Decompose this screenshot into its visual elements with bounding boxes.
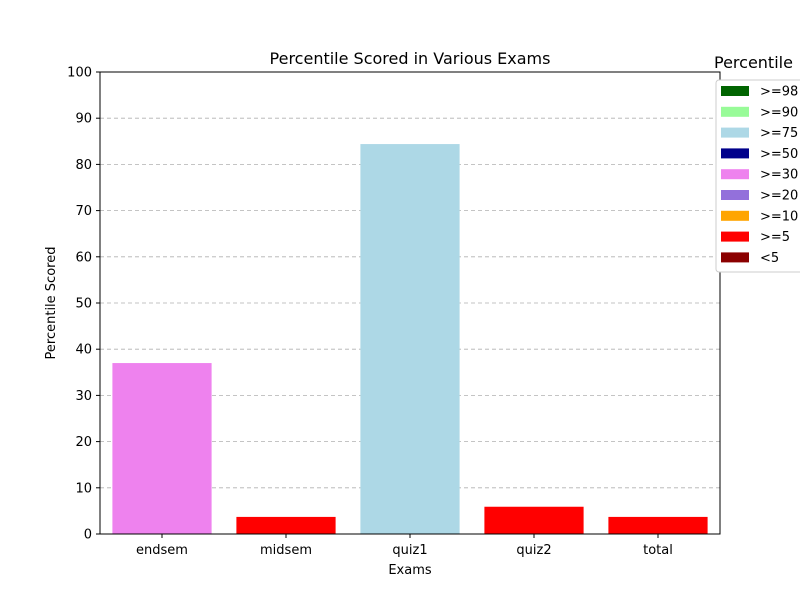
legend-swatch — [721, 231, 749, 242]
legend-title: Percentile — [714, 53, 793, 72]
x-tick-label: midsem — [260, 543, 312, 558]
legend-swatch — [721, 190, 749, 200]
y-tick-label: 60 — [75, 250, 92, 265]
legend-label: >=20 — [760, 189, 798, 204]
y-tick-label: 30 — [75, 389, 92, 404]
y-axis-title: Percentile Scored — [44, 247, 59, 360]
legend-label: >=98 — [760, 85, 798, 100]
x-axis-title: Exams — [388, 563, 432, 578]
legend-label: >=10 — [760, 209, 798, 224]
legend-label: >=90 — [760, 105, 798, 120]
legend-label: <5 — [760, 251, 779, 266]
legend-items: >=98 >=90 >=75 >=50 >=30 >=20 >=10 >=5 <5 — [721, 85, 798, 266]
bar-midsem — [236, 516, 336, 534]
y-tick-label: 40 — [75, 343, 92, 358]
legend-label: >=30 — [760, 168, 798, 183]
bar-endsem — [112, 363, 212, 534]
bar-quiz1 — [360, 144, 460, 534]
bar-total — [608, 516, 708, 534]
y-tick-label: 20 — [75, 435, 92, 450]
bar-quiz2 — [484, 506, 584, 534]
y-tick-label: 10 — [75, 481, 92, 496]
plot-frame — [99, 71, 721, 535]
chart-title: Percentile Scored in Various Exams — [270, 49, 551, 68]
legend-swatch — [721, 86, 749, 96]
y-tick-label: 80 — [75, 158, 92, 173]
legend-swatch — [721, 148, 749, 159]
x-tick-label: endsem — [136, 543, 188, 558]
legend-swatch — [721, 106, 749, 117]
y-tick-label: 90 — [75, 112, 92, 127]
y-tick-label: 50 — [75, 297, 92, 312]
bars — [112, 144, 708, 534]
y-tick-label: 100 — [67, 66, 92, 81]
legend-swatch — [721, 127, 749, 138]
x-tick-label: quiz1 — [392, 543, 427, 558]
y-tick-label: 0 — [84, 528, 92, 543]
tick-labels: endsem midsem quiz1 quiz2 total 0 10 20 30 40 50 60… — [67, 66, 673, 559]
axes — [96, 71, 721, 538]
legend-label: >=5 — [760, 230, 790, 245]
y-tick-label: 70 — [75, 204, 92, 219]
legend-swatch — [721, 210, 749, 221]
legend-label: >=50 — [760, 147, 798, 162]
legend-label: >=75 — [760, 126, 798, 141]
legend-swatch — [721, 252, 749, 263]
legend-swatch — [721, 169, 749, 180]
legend: Percentile >=98>=90>=75>=50>=30>=20>=10>… — [714, 53, 800, 273]
x-tick-label: total — [643, 543, 673, 558]
x-tick-label: quiz2 — [516, 543, 551, 558]
